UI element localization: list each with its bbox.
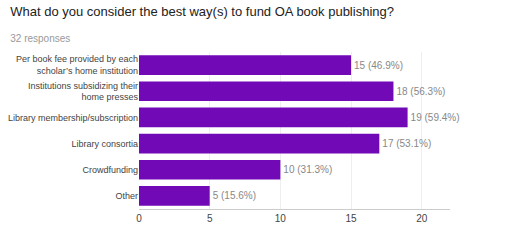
svg-text:15: 15: [345, 213, 357, 224]
svg-text:Per book fee provided by eachs: Per book fee provided by eachscholar’s h…: [16, 54, 138, 76]
svg-text:What do you consider the best: What do you consider the best way(s) to …: [10, 4, 394, 19]
svg-text:20: 20: [416, 213, 428, 224]
svg-text:18 (56.3%): 18 (56.3%): [396, 86, 445, 97]
svg-text:15 (46.9%): 15 (46.9%): [354, 60, 403, 71]
svg-text:0: 0: [136, 213, 142, 224]
svg-text:Other: Other: [115, 191, 138, 201]
svg-text:5 (15.6%): 5 (15.6%): [213, 190, 256, 201]
svg-text:Crowdfunding: Crowdfunding: [82, 165, 138, 175]
svg-text:5: 5: [207, 213, 213, 224]
svg-text:10 (31.3%): 10 (31.3%): [283, 164, 332, 175]
svg-text:17 (53.1%): 17 (53.1%): [382, 138, 431, 149]
svg-text:Library membership/subscriptio: Library membership/subscription: [8, 113, 138, 123]
svg-text:19 (59.4%): 19 (59.4%): [411, 112, 460, 123]
svg-text:Library consortia: Library consortia: [71, 139, 138, 149]
svg-text:10: 10: [275, 213, 287, 224]
svg-text:Institutions subsidizing their: Institutions subsidizing theirhome press…: [28, 81, 139, 103]
svg-text:32 responses: 32 responses: [10, 33, 70, 44]
